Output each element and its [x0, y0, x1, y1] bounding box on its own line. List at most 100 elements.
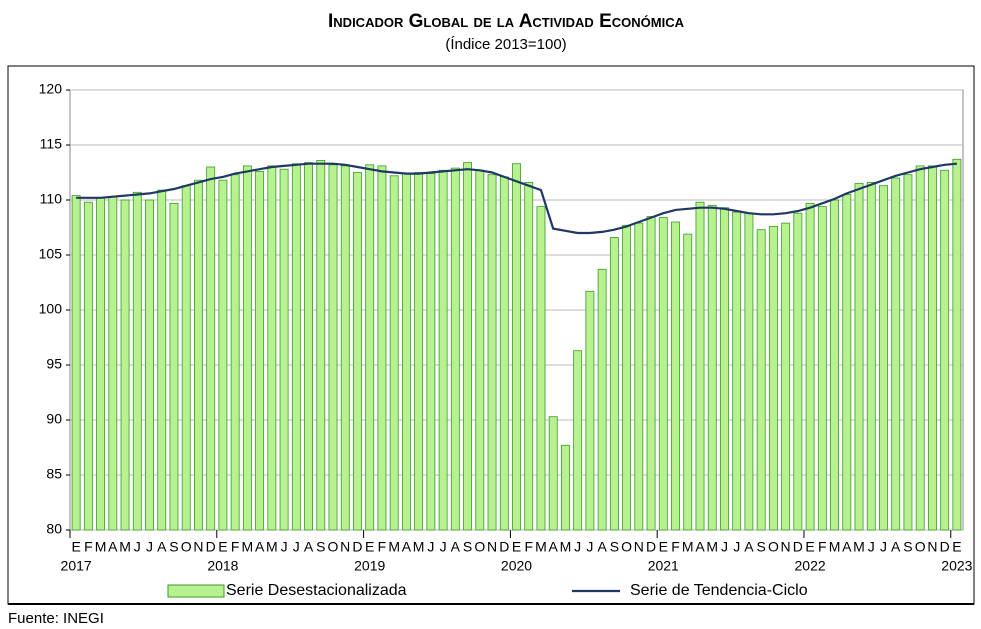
bar: [389, 175, 399, 531]
x-tick-label: D: [206, 539, 216, 555]
x-tick-label: M: [706, 539, 718, 555]
bar: [316, 159, 326, 531]
bar: [903, 174, 913, 531]
bar: [585, 290, 595, 531]
x-tick-label: O: [181, 539, 192, 555]
x-tick-label: J: [134, 539, 141, 555]
x-tick-label: M: [119, 539, 131, 555]
bar: [707, 205, 717, 531]
bar: [658, 217, 668, 531]
x-tick-label: J: [880, 539, 887, 555]
bar: [194, 179, 203, 531]
x-tick-label: S: [756, 539, 765, 555]
x-tick-label: S: [610, 539, 619, 555]
x-tick-label: M: [266, 539, 278, 555]
x-tick-label: F: [818, 539, 827, 555]
x-tick-label: D: [940, 539, 950, 555]
bar: [756, 229, 766, 531]
bar: [377, 165, 387, 531]
bar: [879, 185, 888, 531]
x-tick-label: J: [586, 539, 593, 555]
x-tick-label: E: [218, 539, 227, 555]
bar: [487, 174, 497, 531]
x-tick-label: N: [487, 539, 497, 555]
x-tick-label: O: [474, 539, 485, 555]
bar: [340, 165, 350, 531]
year-label: 2018: [207, 558, 238, 574]
bar: [854, 183, 864, 531]
bar: [96, 197, 106, 531]
x-tick-label: O: [768, 539, 779, 555]
bar: [206, 166, 216, 531]
bar: [805, 202, 815, 531]
x-tick-label: A: [402, 539, 412, 555]
bar: [927, 165, 937, 531]
bar: [744, 212, 754, 531]
x-tick-label: A: [891, 539, 901, 555]
x-tick-label: O: [621, 539, 632, 555]
x-tick-label: E: [952, 539, 961, 555]
bar: [866, 181, 876, 531]
chart-title: Indicador Global de la Actividad Económi…: [328, 11, 685, 32]
bar: [450, 167, 460, 531]
x-tick-label: J: [427, 539, 434, 555]
x-tick-label: F: [671, 539, 680, 555]
x-tick-label: M: [388, 539, 400, 555]
x-tick-label: A: [157, 539, 167, 555]
bar: [230, 174, 240, 531]
bar: [536, 206, 546, 531]
x-tick-label: D: [793, 539, 803, 555]
x-tick-label: D: [646, 539, 656, 555]
bar: [768, 225, 778, 531]
x-tick-label: M: [560, 539, 572, 555]
bar: [255, 170, 265, 531]
bar: [304, 162, 313, 531]
bar: [548, 416, 558, 531]
bar: [132, 191, 142, 531]
x-tick-label: E: [512, 539, 521, 555]
x-tick-label: J: [574, 539, 581, 555]
y-tick-label: 85: [46, 466, 62, 482]
x-tick-label: A: [695, 539, 705, 555]
x-tick-label: M: [413, 539, 425, 555]
bar: [732, 211, 742, 531]
x-tick-label: M: [853, 539, 865, 555]
y-tick-label: 105: [39, 246, 63, 262]
x-tick-label: J: [868, 539, 875, 555]
bar: [671, 221, 680, 531]
x-tick-label: J: [293, 539, 300, 555]
source: Fuente: INEGI: [8, 610, 104, 627]
x-tick-label: A: [451, 539, 461, 555]
bar: [169, 202, 179, 531]
x-tick-label: J: [721, 539, 728, 555]
x-tick-label: J: [733, 539, 740, 555]
bar: [830, 199, 839, 531]
bar: [181, 185, 191, 531]
bar: [560, 444, 570, 531]
x-tick-label: E: [659, 539, 668, 555]
y-tick-label: 90: [46, 411, 62, 427]
x-tick-label: S: [463, 539, 472, 555]
x-tick-label: S: [169, 539, 178, 555]
bar: [915, 165, 925, 531]
bar: [328, 164, 338, 531]
x-tick-label: D: [499, 539, 509, 555]
x-tick-label: N: [927, 539, 937, 555]
bar: [842, 194, 852, 531]
year-label: 2023: [941, 558, 972, 574]
chart-subtitle: (Índice 2013=100): [445, 36, 566, 53]
bar: [279, 168, 289, 531]
y-tick-label: 110: [40, 191, 63, 207]
x-tick-label: J: [146, 539, 153, 555]
x-tick-label: M: [535, 539, 547, 555]
x-tick-label: A: [597, 539, 607, 555]
bar: [793, 212, 803, 531]
bar: [817, 206, 827, 531]
legend-label: Serie Desestacionalizada: [226, 582, 407, 599]
bar: [573, 350, 583, 531]
x-tick-label: A: [842, 539, 852, 555]
x-tick-label: M: [829, 539, 841, 555]
x-tick-label: M: [95, 539, 107, 555]
x-tick-label: D: [352, 539, 362, 555]
